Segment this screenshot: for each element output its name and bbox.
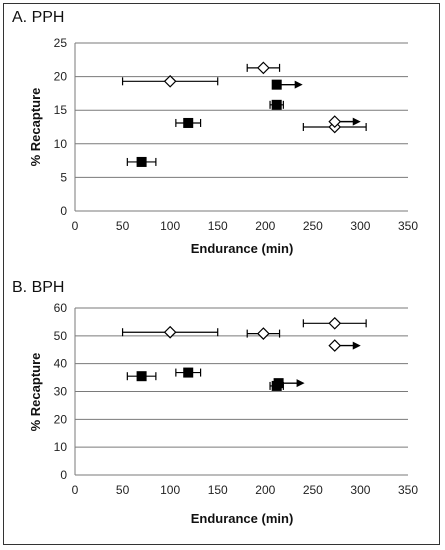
data-point-square [271, 79, 282, 90]
data-marks [121, 61, 367, 167]
x-tick-label: 200 [255, 219, 275, 233]
data-marks [121, 316, 367, 391]
data-point-diamond [328, 316, 342, 330]
data-point-diamond [328, 115, 342, 128]
y-tick-label: 10 [54, 440, 68, 454]
y-tick-label: 5 [60, 170, 67, 184]
figure-frame [3, 3, 440, 545]
y-tick-label: 30 [54, 385, 68, 399]
data-point-diamond [163, 74, 177, 88]
data-point-diamond [328, 339, 342, 352]
x-tick-label: 0 [72, 219, 79, 233]
panel-b-bph: B. BPH 0 10 20 30 40 50 60 0 50 100 150 200 250 300 3… [12, 279, 418, 526]
data-point-square [273, 378, 284, 389]
x-axis-label: Endurance (min) [191, 241, 294, 256]
y-tick-label: 20 [54, 70, 68, 84]
x-tick-label: 300 [350, 483, 370, 497]
x-tick-labels: 0 50 100 150 200 250 300 350 [72, 219, 419, 233]
gridlines [74, 307, 408, 476]
arrow-head [294, 80, 303, 89]
y-axis-label: % Recapture [28, 88, 43, 167]
x-tick-label: 150 [208, 483, 228, 497]
panel-title: A. PPH [12, 9, 64, 26]
data-point-square [183, 117, 194, 128]
y-tick-labels: 0 5 10 15 20 25 [54, 36, 68, 218]
arrow-head [352, 341, 361, 350]
y-tick-label: 10 [54, 137, 68, 151]
panel-title: B. BPH [12, 279, 64, 296]
data-point-square [136, 371, 147, 382]
y-tick-label: 20 [54, 412, 68, 426]
x-axis-label: Endurance (min) [191, 511, 294, 526]
x-tick-label: 100 [160, 219, 180, 233]
x-tick-label: 250 [303, 219, 323, 233]
x-tick-label: 350 [398, 219, 418, 233]
y-tick-label: 40 [54, 357, 68, 371]
x-tick-label: 300 [350, 219, 370, 233]
y-tick-label: 25 [54, 36, 68, 50]
x-tick-label: 100 [160, 483, 180, 497]
data-point-square [271, 99, 282, 110]
data-point-square [183, 367, 194, 378]
x-tick-label: 350 [398, 483, 418, 497]
x-tick-label: 200 [255, 483, 275, 497]
x-tick-label: 250 [303, 483, 323, 497]
data-point-diamond [163, 325, 177, 339]
x-tick-label: 150 [208, 219, 228, 233]
y-tick-label: 50 [54, 329, 68, 343]
x-tick-labels: 0 50 100 150 200 250 300 350 [72, 483, 419, 497]
gridlines [74, 42, 408, 212]
y-tick-labels: 0 10 20 30 40 50 60 [54, 301, 68, 482]
y-tick-label: 0 [60, 204, 67, 218]
x-tick-label: 50 [116, 483, 130, 497]
data-point-square [136, 156, 147, 167]
x-tick-label: 50 [116, 219, 130, 233]
y-axis-label: % Recapture [28, 353, 43, 432]
y-tick-label: 15 [54, 103, 68, 117]
arrow-head [296, 379, 305, 388]
y-tick-label: 0 [60, 468, 67, 482]
arrow-head [352, 117, 361, 126]
x-tick-label: 0 [72, 483, 79, 497]
data-point-diamond [257, 327, 270, 340]
data-point-diamond [257, 61, 270, 75]
y-tick-label: 60 [54, 301, 68, 315]
